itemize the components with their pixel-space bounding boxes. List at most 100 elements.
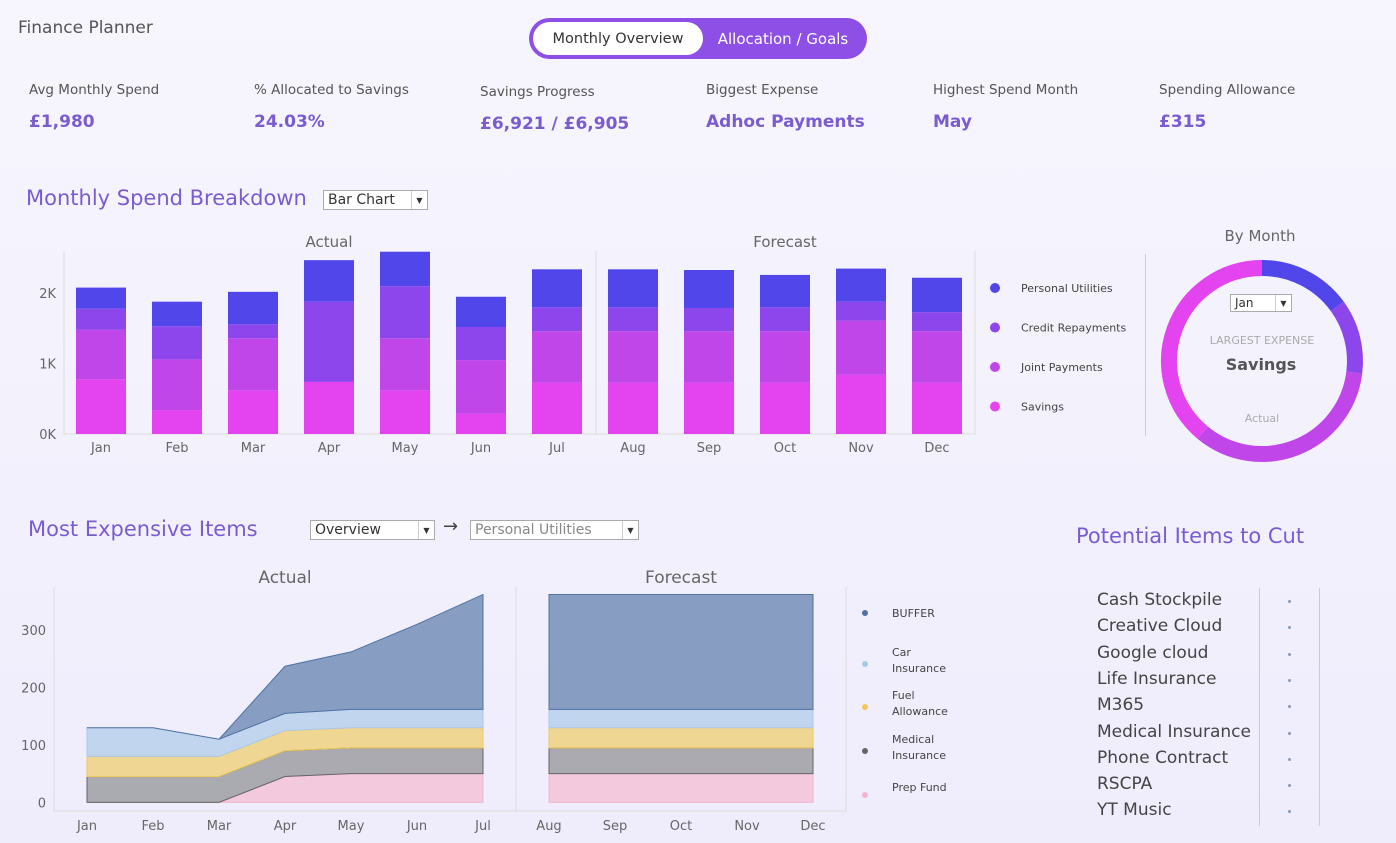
x-tick-label: Apr: [274, 819, 297, 834]
kpi-value: £6,921 / £6,905: [480, 114, 630, 134]
divider: [1319, 588, 1320, 826]
area-buffer[interactable]: [87, 593, 484, 740]
x-tick-label: Nov: [734, 819, 760, 834]
bar-credit-repayments[interactable]: [912, 312, 962, 332]
y-tick-label: 0K: [39, 428, 56, 443]
bar-personal-utilities[interactable]: [836, 268, 886, 302]
kpi-savings-progress: Savings Progress £6,921 / £6,905: [480, 84, 629, 134]
donut-caption: LARGEST EXPENSE: [1210, 334, 1315, 347]
cut-item-marker: [1288, 810, 1291, 814]
cut-item[interactable]: Phone Contract: [1097, 747, 1229, 768]
cut-item-marker: [1288, 784, 1291, 788]
bar-credit-repayments[interactable]: [380, 286, 430, 339]
bar-joint-payments[interactable]: [684, 331, 734, 383]
area-prep-fund[interactable]: [548, 773, 814, 803]
bar-personal-utilities[interactable]: [152, 301, 202, 327]
area-medical-insurance[interactable]: [548, 747, 814, 775]
bar-savings[interactable]: [152, 410, 202, 434]
x-tick-label: Dec: [924, 441, 949, 456]
bar-credit-repayments[interactable]: [228, 324, 278, 339]
tab-allocation-goals[interactable]: Allocation / Goals: [717, 29, 849, 48]
bar-joint-payments[interactable]: [380, 338, 430, 391]
expensive-items-area-chart: Actual Forecast 0 100 200 300 Jan Feb Mar Apr M…: [21, 568, 948, 834]
donut-slice-savings[interactable]: [1161, 260, 1263, 439]
cut-item[interactable]: Medical Insurance: [1097, 721, 1251, 742]
bar-credit-repayments[interactable]: [152, 326, 202, 360]
bar-personal-utilities[interactable]: [76, 287, 126, 309]
bar-joint-payments[interactable]: [760, 331, 810, 383]
bar-joint-payments[interactable]: [228, 338, 278, 391]
bar-credit-repayments[interactable]: [684, 308, 734, 332]
cut-item[interactable]: YT Music: [1097, 800, 1172, 821]
bar-savings[interactable]: [532, 382, 582, 434]
bar-personal-utilities[interactable]: [304, 260, 354, 302]
x-tick-label: Feb: [141, 819, 164, 834]
bar-savings[interactable]: [912, 382, 962, 434]
cut-item[interactable]: Creative Cloud: [1097, 616, 1223, 637]
bar-personal-utilities[interactable]: [608, 269, 658, 308]
category-select[interactable]: Personal Utilities ▼: [470, 520, 639, 540]
bar-savings[interactable]: [608, 382, 658, 434]
cut-item[interactable]: Life Insurance: [1097, 668, 1217, 689]
legend-label: BUFFER: [892, 607, 935, 620]
forecast-label: Forecast: [753, 233, 817, 251]
x-tick-label: Apr: [318, 441, 341, 456]
divider: [1259, 588, 1260, 826]
bar-savings[interactable]: [836, 374, 886, 434]
legend-swatch: [990, 362, 1000, 372]
bar-savings[interactable]: [228, 390, 278, 434]
cut-item[interactable]: Google cloud: [1097, 642, 1209, 663]
bar-credit-repayments[interactable]: [76, 308, 126, 330]
overview-select[interactable]: Overview ▼: [310, 520, 435, 540]
bar-joint-payments[interactable]: [608, 331, 658, 383]
bar-savings[interactable]: [76, 379, 126, 434]
area-car-insurance[interactable]: [548, 708, 814, 729]
cut-item[interactable]: RSCPA: [1097, 774, 1153, 795]
donut-slice-credit-repayments[interactable]: [1330, 301, 1363, 374]
x-tick-label: Jun: [406, 819, 427, 834]
bar-credit-repayments[interactable]: [456, 327, 506, 361]
cut-item[interactable]: M365: [1097, 695, 1145, 716]
area-buffer[interactable]: [548, 593, 814, 710]
x-tick-label: Jun: [470, 441, 491, 456]
bar-joint-payments[interactable]: [836, 320, 886, 375]
bar-savings[interactable]: [456, 413, 506, 434]
legend-swatch: [862, 661, 868, 667]
bar-savings[interactable]: [380, 390, 430, 434]
bar-personal-utilities[interactable]: [684, 270, 734, 309]
bar-savings[interactable]: [760, 382, 810, 434]
divider: [1145, 254, 1146, 436]
bar-joint-payments[interactable]: [76, 329, 126, 380]
area-fuel-allowance[interactable]: [548, 727, 814, 749]
kpi-label: Savings Progress: [480, 84, 595, 100]
bar-personal-utilities[interactable]: [456, 296, 506, 328]
bar-personal-utilities[interactable]: [228, 291, 278, 325]
bar-personal-utilities[interactable]: [380, 251, 430, 287]
bar-credit-repayments[interactable]: [760, 307, 810, 332]
bar-personal-utilities[interactable]: [532, 269, 582, 308]
bar-credit-repayments[interactable]: [836, 301, 886, 321]
bar-savings[interactable]: [304, 381, 354, 434]
month-select[interactable]: Jan ▼: [1230, 294, 1292, 312]
view-toggle[interactable]: Monthly Overview Allocation / Goals: [529, 18, 867, 59]
bar-credit-repayments[interactable]: [304, 301, 354, 382]
bar-joint-payments[interactable]: [152, 359, 202, 411]
bar-joint-payments[interactable]: [532, 331, 582, 383]
legend-swatch: [862, 792, 868, 798]
bar-credit-repayments[interactable]: [532, 307, 582, 332]
tab-monthly-overview[interactable]: Monthly Overview: [533, 22, 703, 55]
chart-type-select[interactable]: Bar Chart ▼: [323, 190, 428, 210]
x-tick-label: Jan: [76, 819, 97, 834]
category-select-value: Personal Utilities: [475, 522, 592, 538]
bar-savings[interactable]: [684, 382, 734, 434]
x-tick-label: May: [338, 819, 365, 834]
cut-item[interactable]: Cash Stockpile: [1097, 590, 1223, 610]
bar-joint-payments[interactable]: [912, 331, 962, 383]
bar-credit-repayments[interactable]: [608, 307, 658, 332]
donut-slice-personal-utilities[interactable]: [1261, 260, 1344, 312]
arrow-right-icon: →: [443, 516, 459, 537]
bar-personal-utilities[interactable]: [912, 277, 962, 313]
bar-personal-utilities[interactable]: [760, 274, 810, 308]
bar-joint-payments[interactable]: [456, 360, 506, 414]
donut-slice-joint-payments[interactable]: [1197, 371, 1363, 462]
